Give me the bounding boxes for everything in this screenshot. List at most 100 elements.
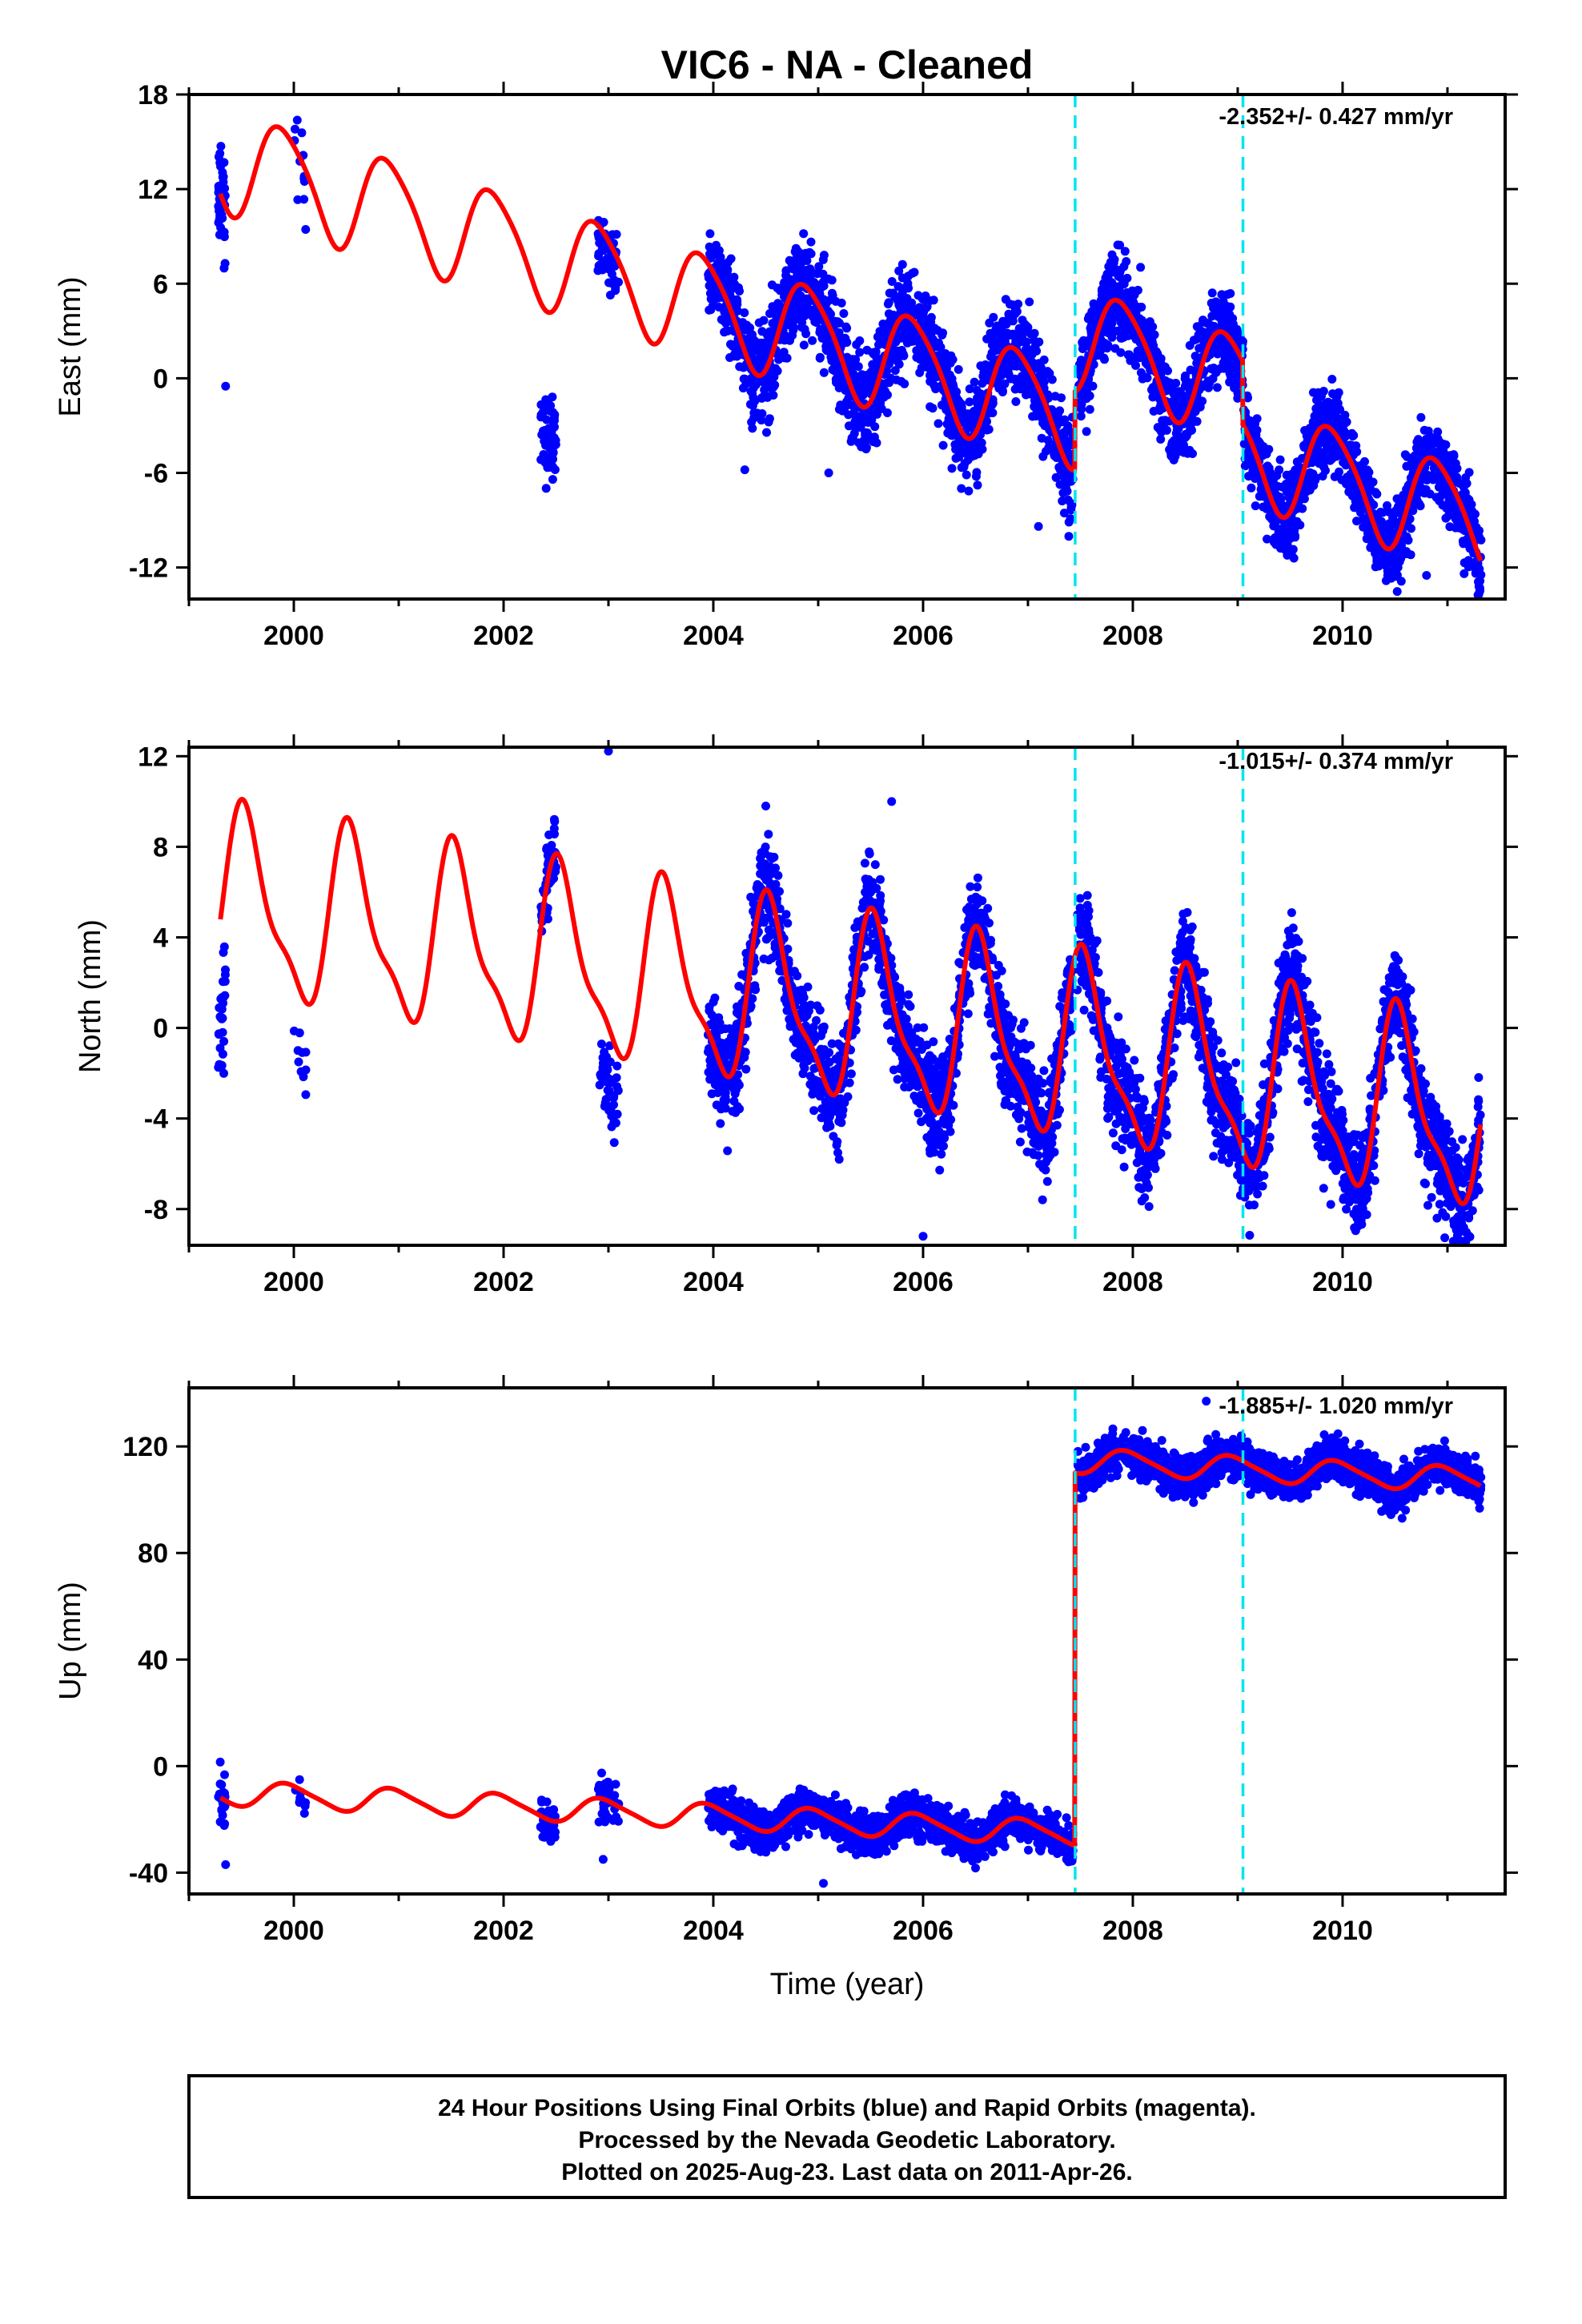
observation-point — [841, 334, 850, 344]
observation-point — [938, 440, 948, 450]
observation-point — [1066, 514, 1075, 524]
observation-point — [780, 336, 789, 345]
observation-point — [1282, 470, 1291, 480]
observation-point — [749, 383, 758, 392]
observation-point — [817, 328, 827, 338]
observation-point — [1474, 581, 1484, 591]
observation-point — [864, 418, 873, 427]
observation-point — [612, 1061, 622, 1071]
observation-point — [1217, 290, 1227, 300]
observation-point — [220, 183, 230, 193]
observation-point — [289, 1026, 299, 1035]
observation-point — [1375, 508, 1385, 517]
observation-point — [1334, 388, 1343, 397]
east-rate-label: -2.352+/- 0.427 mm/yr — [1219, 104, 1453, 130]
observation-point — [774, 355, 784, 364]
observation-point — [215, 203, 224, 213]
observation-point — [1114, 287, 1124, 296]
observation-point — [1213, 347, 1223, 356]
observation-point — [1422, 571, 1431, 580]
observation-point — [1272, 471, 1282, 480]
observation-point — [872, 438, 881, 448]
observation-point — [1034, 521, 1043, 531]
observation-point — [729, 272, 739, 282]
observation-point — [1402, 532, 1411, 541]
observation-point — [1126, 352, 1135, 362]
observation-point — [1283, 540, 1292, 549]
y-tick-label: -6 — [144, 459, 168, 489]
observation-point — [973, 480, 982, 490]
observation-point — [1194, 330, 1203, 340]
observation-point — [900, 379, 909, 388]
observation-point — [958, 462, 968, 472]
observation-point — [612, 279, 621, 288]
observation-point — [1350, 503, 1359, 513]
observation-point — [1435, 496, 1444, 505]
observation-point — [214, 1063, 223, 1072]
observation-point — [1340, 418, 1350, 428]
observation-point — [600, 1098, 610, 1108]
observation-point — [1444, 491, 1454, 501]
observation-point — [735, 287, 744, 296]
observation-point — [897, 295, 906, 304]
observation-point — [607, 269, 616, 279]
observation-point — [765, 327, 774, 336]
observation-point — [1043, 436, 1053, 445]
observation-point — [819, 281, 829, 291]
observation-point — [594, 251, 603, 261]
observation-point — [1366, 533, 1375, 542]
observation-point — [1279, 482, 1289, 492]
observation-point — [921, 360, 931, 369]
observation-point — [1011, 397, 1021, 406]
observation-point — [214, 1030, 223, 1039]
observation-point — [1136, 263, 1146, 272]
observation-point — [799, 229, 809, 239]
observation-point — [806, 237, 816, 247]
x-tick-label: 2006 — [893, 621, 954, 651]
observation-point — [301, 1047, 311, 1057]
observation-point — [610, 261, 620, 271]
east-x-ticks: 2000 2002 2004 2006 2008 2010 — [187, 82, 1449, 651]
observation-point — [1395, 557, 1404, 566]
observation-point — [542, 415, 552, 424]
observation-point — [887, 277, 897, 286]
observation-point — [1407, 524, 1415, 533]
observation-point — [1014, 380, 1022, 390]
observation-point — [296, 1067, 306, 1076]
observation-point — [1327, 375, 1337, 384]
observation-point — [1430, 433, 1439, 443]
observation-point — [1025, 297, 1034, 307]
observation-point — [842, 324, 852, 333]
x-tick-label: 2008 — [1102, 621, 1163, 651]
observation-point — [1311, 404, 1321, 413]
observation-point — [215, 211, 225, 220]
observation-point — [1240, 461, 1250, 471]
observation-point — [1252, 425, 1262, 435]
observation-point — [733, 352, 741, 361]
observation-point — [1441, 513, 1451, 523]
observation-point — [1066, 503, 1076, 513]
observation-point — [765, 414, 774, 424]
observation-point — [1423, 426, 1433, 436]
observation-point — [1038, 1195, 1047, 1204]
observation-point — [1295, 521, 1305, 530]
observation-point — [1351, 490, 1360, 500]
observation-point — [1371, 488, 1380, 497]
observation-point — [607, 1122, 616, 1132]
observation-point — [773, 870, 783, 880]
observation-point — [1385, 524, 1395, 533]
observation-point — [546, 401, 556, 411]
observation-point — [1289, 553, 1299, 563]
observation-point — [1247, 483, 1256, 493]
observation-point — [1104, 328, 1114, 336]
observation-point — [539, 450, 548, 459]
observation-point — [966, 882, 975, 891]
observation-point — [595, 1080, 604, 1090]
observation-point — [973, 393, 982, 403]
observation-point — [1133, 302, 1142, 312]
observation-point — [1022, 322, 1032, 331]
observation-point — [815, 352, 825, 362]
observation-point — [540, 407, 549, 416]
observation-point — [897, 273, 907, 283]
observation-point — [934, 419, 943, 428]
